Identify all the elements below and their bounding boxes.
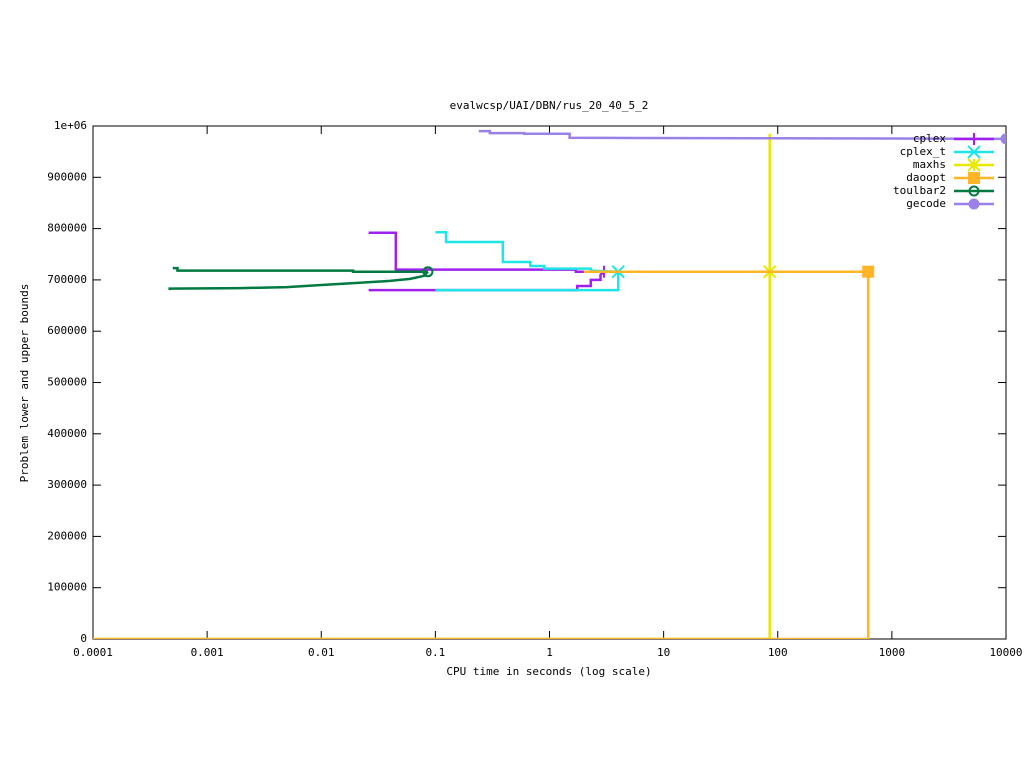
- legend-label: daoopt: [906, 171, 946, 184]
- legend-label: toulbar2: [893, 184, 946, 197]
- x-tick-label: 100: [768, 646, 788, 659]
- plot-area: [93, 129, 1006, 639]
- x-axis-label: CPU time in seconds (log scale): [446, 665, 651, 678]
- y-tick-label: 400000: [47, 427, 87, 440]
- marker: [967, 145, 981, 159]
- marker: [968, 185, 980, 197]
- series-line: [93, 270, 870, 639]
- marker: [968, 172, 980, 184]
- legend-label: maxhs: [913, 158, 946, 171]
- x-tick-label: 0.1: [425, 646, 445, 659]
- marker-stroke: [967, 158, 981, 172]
- series-line: [478, 129, 1006, 141]
- y-tick-label: 600000: [47, 324, 87, 337]
- y-axis-label: Problem lower and upper bounds: [18, 284, 31, 483]
- x-tick-label: 0.001: [191, 646, 224, 659]
- legend-label: gecode: [906, 197, 946, 210]
- x-tick-label: 10000: [989, 646, 1022, 659]
- marker: [422, 266, 434, 278]
- legend-label: cplex: [913, 132, 946, 145]
- y-tick-label: 200000: [47, 529, 87, 542]
- series-line: [168, 266, 429, 291]
- marker: [1000, 133, 1006, 145]
- legend-label: cplex_t: [900, 145, 946, 158]
- marker-shape: [968, 172, 980, 184]
- y-tick-label: 300000: [47, 478, 87, 491]
- marker-shape: [862, 265, 875, 278]
- x-tick-label: 1000: [879, 646, 906, 659]
- x-tick-label: 0.0001: [73, 646, 113, 659]
- y-tick-label: 700000: [47, 273, 87, 286]
- marker: [862, 265, 875, 278]
- y-tick-label: 500000: [47, 376, 87, 389]
- x-tick-label: 1: [546, 646, 553, 659]
- marker-shape: [968, 198, 980, 210]
- y-tick-label: 100000: [47, 581, 87, 594]
- marker: [967, 158, 981, 172]
- marker-shape: [1000, 133, 1006, 145]
- marker-shape: [422, 266, 434, 278]
- chart-title: evalwcsp/UAI/DBN/rus_20_40_5_2: [450, 99, 649, 112]
- y-tick-label: 800000: [47, 222, 87, 235]
- marker: [968, 198, 980, 210]
- marker-shape: [968, 185, 980, 197]
- marker: [968, 133, 980, 145]
- y-tick-label: 0: [80, 632, 87, 645]
- y-tick-label: 900000: [47, 170, 87, 183]
- marker-stroke: [967, 145, 981, 159]
- x-tick-label: 0.01: [308, 646, 335, 659]
- y-tick-label: 1e+06: [54, 119, 87, 132]
- series-line: [435, 230, 620, 292]
- x-tick-label: 10: [657, 646, 670, 659]
